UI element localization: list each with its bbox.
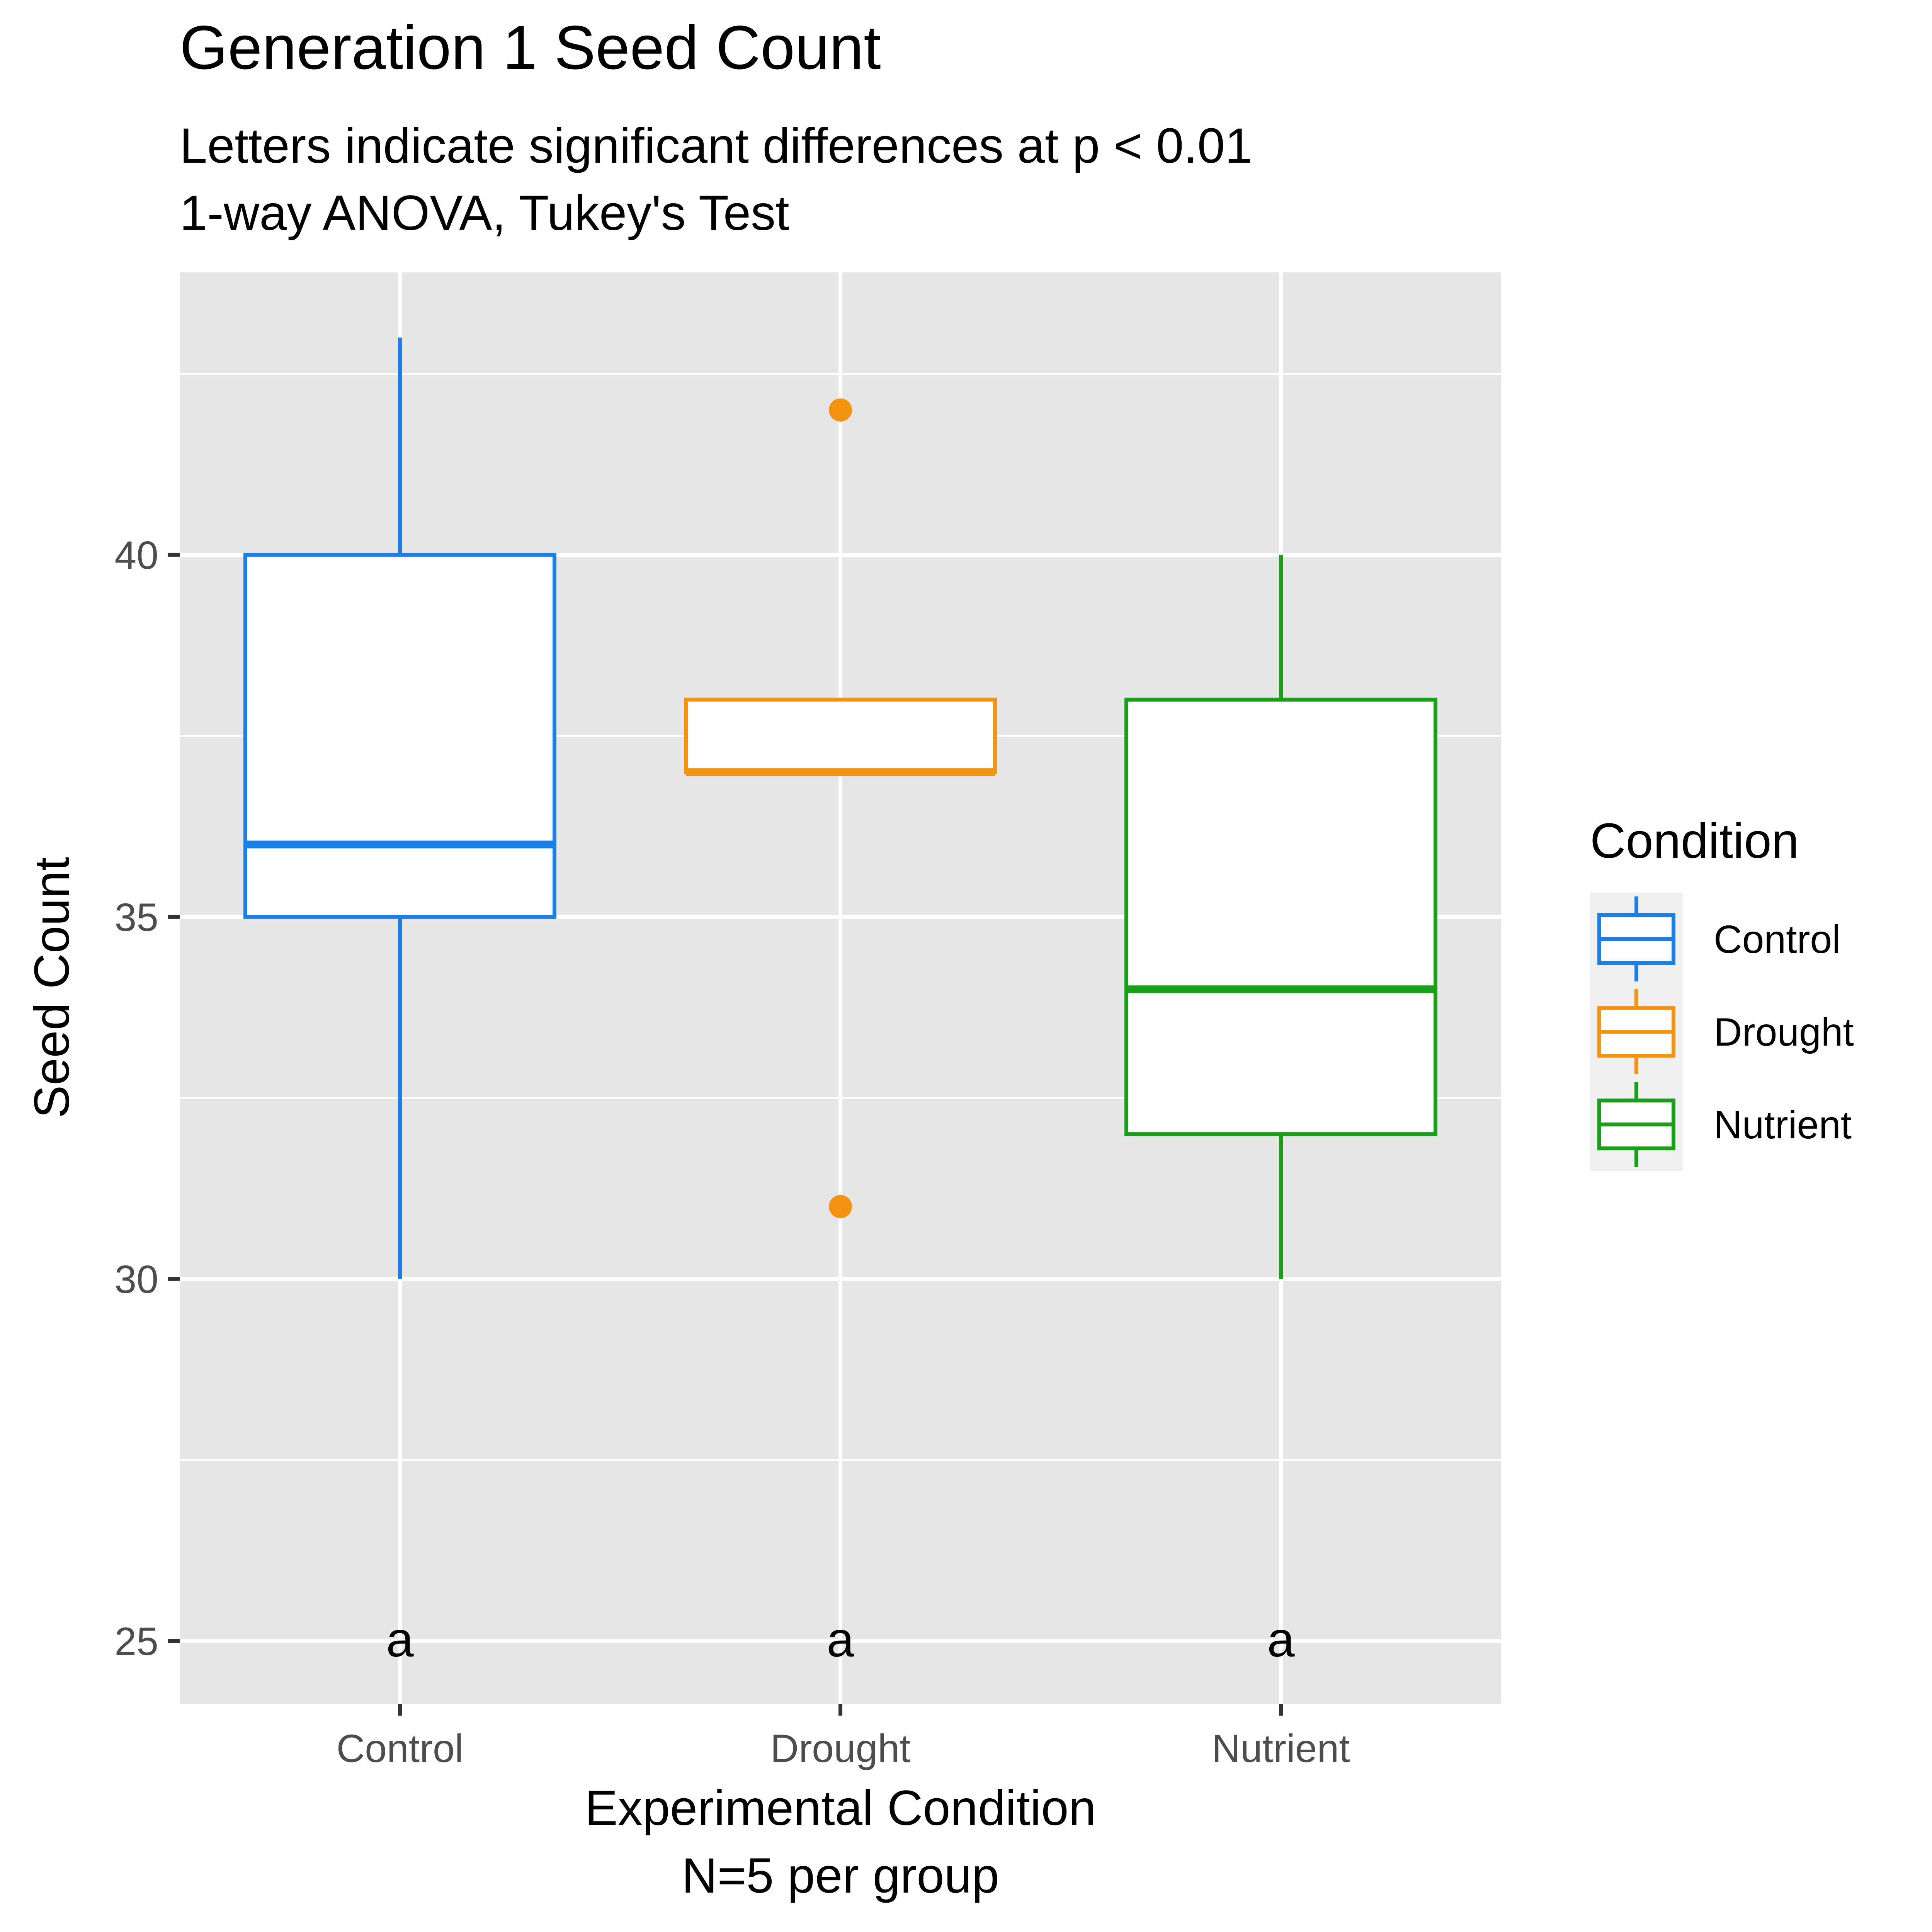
box-drought (684, 398, 997, 1218)
box-iqr (243, 553, 556, 919)
x-axis-title-line-1: Experimental Condition (585, 1781, 1096, 1836)
outlier-point (829, 398, 852, 422)
significance-letter: a (827, 1612, 854, 1667)
legend-entry-label: Control (1714, 917, 1841, 961)
outlier-point (829, 1195, 852, 1218)
legend-key-control (1597, 896, 1675, 981)
box-nutrient (1124, 554, 1437, 1279)
x-tick-label: Drought (770, 1726, 911, 1770)
box-iqr (1124, 697, 1437, 1136)
y-axis: 25 30 35 40 (115, 533, 180, 1663)
x-axis: Control Drought Nutrient (337, 1704, 1350, 1770)
x-tick-label: Nutrient (1212, 1726, 1350, 1770)
significance-letter: a (1267, 1612, 1295, 1667)
legend-keys: Control Drought Nutrient (1590, 893, 1854, 1171)
legend-entry-label: Nutrient (1714, 1103, 1852, 1147)
x-tick-label: Control (337, 1726, 464, 1770)
box-iqr (684, 697, 997, 774)
chart-subtitle-line-1: Letters indicate significant differences… (180, 118, 1252, 173)
y-axis-title: Seed Count (24, 857, 80, 1118)
significance-letter: a (386, 1612, 414, 1667)
y-tick-label: 40 (115, 533, 158, 577)
legend-key-nutrient (1597, 1082, 1675, 1167)
legend-title: Condition (1590, 813, 1799, 869)
box-series (243, 337, 1437, 1279)
legend-key-drought (1597, 989, 1675, 1074)
box-control (243, 337, 556, 1279)
y-tick-label: 30 (115, 1257, 158, 1301)
legend: Condition Control Drought Nutrient (1590, 813, 1854, 1171)
chart-subtitle-line-2: 1-way ANOVA, Tukey's Test (180, 185, 789, 241)
legend-entry-label: Drought (1714, 1010, 1854, 1054)
x-axis-title-line-2: N=5 per group (682, 1848, 999, 1903)
y-tick-label: 25 (115, 1619, 158, 1663)
y-tick-label: 35 (115, 895, 158, 939)
chart-title: Generation 1 Seed Count (180, 13, 881, 82)
